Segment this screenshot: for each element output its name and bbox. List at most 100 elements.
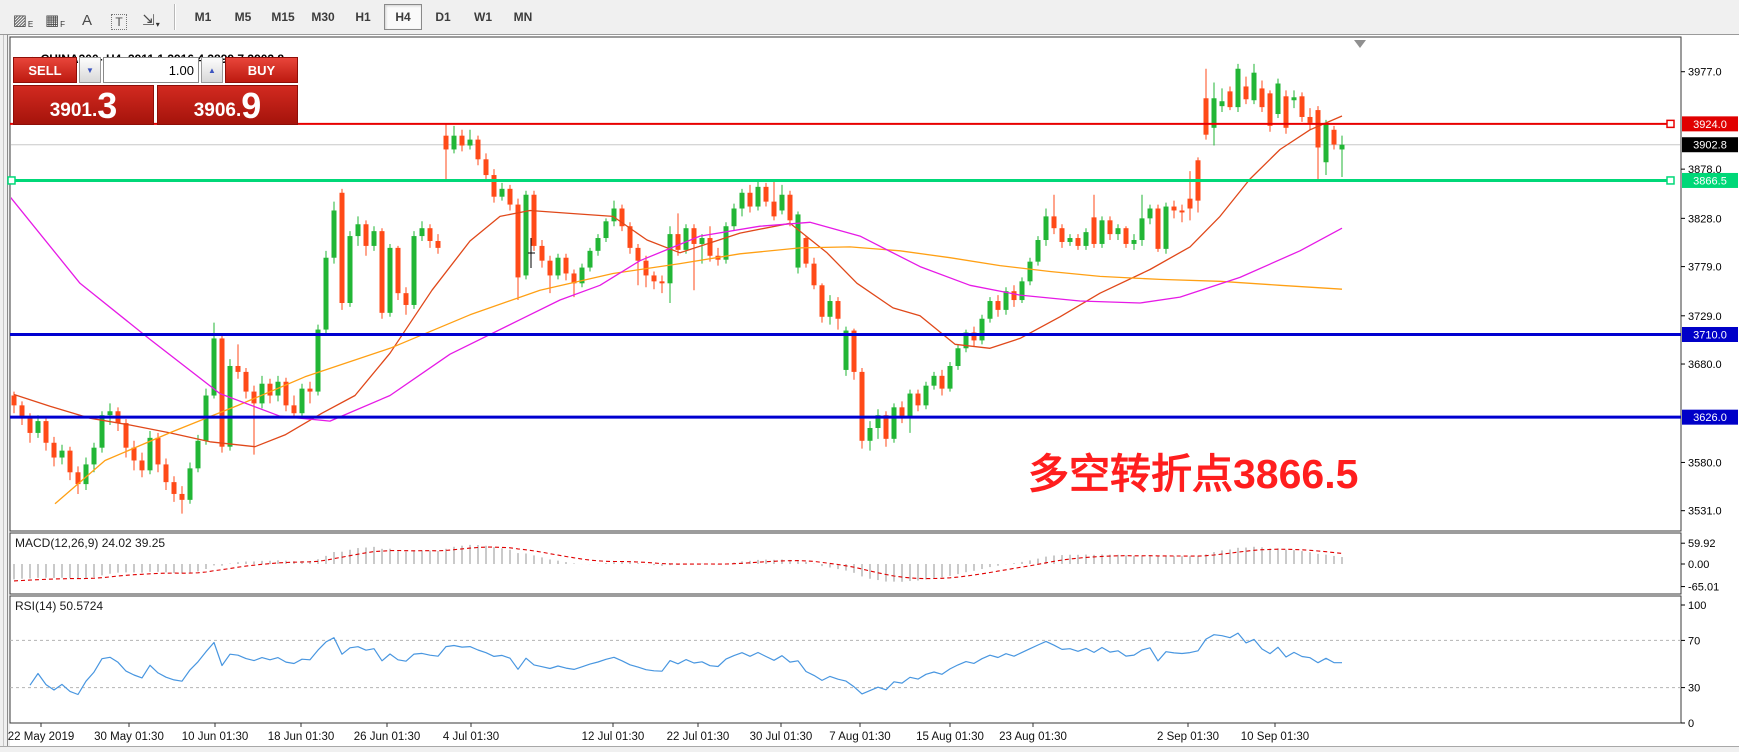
time-label: 12 Jul 01:30 [582,731,645,743]
candle-body [435,240,441,248]
candle-body [307,388,313,392]
timeframe-button-M5[interactable]: M5 [234,10,252,24]
price-flag-3626.0 [1682,409,1738,425]
candle-body [587,250,593,268]
candle-body [1315,110,1321,148]
candle-body [227,365,233,447]
candle-body [211,338,217,396]
ask-dot: . [235,100,242,121]
candle-body [1219,101,1225,107]
time-label: 22 Jul 01:30 [667,731,730,743]
cursor-tool-button[interactable]: ⇲ ▾ [142,12,160,29]
sell-button[interactable]: SELL [13,57,77,83]
rsi-line [29,632,1343,696]
candle-body [91,447,97,465]
candle-body [1099,220,1105,244]
time-axis[interactable]: 22 May 2019 30 May 01:30 10 Jun 01:30 18 Ju… [8,723,1309,743]
candle-body [443,135,449,150]
candle-body [731,208,737,227]
candle-body [1299,96,1305,117]
candle-body [403,293,409,305]
candle-body [1115,228,1121,235]
candle-body [427,228,433,241]
pattern-tool-button[interactable]: ▨ E [12,12,34,29]
ask-main-digits: 3906 [193,100,236,121]
timeframe-button-M15[interactable]: M15 [271,10,295,24]
timeframe-button-D1[interactable]: D1 [435,10,451,24]
candle-body [267,383,273,396]
candle-body [259,383,265,404]
ask-price-box[interactable]: 3906. 9 [157,85,298,125]
chart-text-annotation[interactable]: 多空转折点3866.5 [1028,451,1359,497]
candle-body [843,330,849,370]
candle-body [571,273,577,284]
candle-body [867,427,873,441]
candle-body [1179,210,1185,213]
candle-body [299,388,305,414]
candle-body [907,393,913,418]
candle-body [851,330,857,372]
timeframe-button-MN[interactable]: MN [513,10,533,24]
timeframe-button-M30[interactable]: M30 [311,10,335,24]
candle-body [11,395,17,406]
candle-body [651,275,657,282]
time-label: 15 Aug 01:30 [916,731,984,743]
buy-button[interactable]: BUY [225,57,298,83]
price-axis[interactable]: 3977.03878.03828.03779.03729.03680.03580… [1681,67,1738,730]
time-label: 7 Aug 01:30 [829,731,890,743]
candle-body [619,208,625,227]
time-label: 30 May 01:30 [94,731,164,743]
candle-body [251,391,257,404]
time-label: 26 Jun 01:30 [354,731,421,743]
price-flag-label: 3902.8 [1693,140,1727,152]
price-flag-3710.0 [1682,326,1738,342]
candle-body [363,224,369,246]
candle-body [531,194,537,246]
timeframe-button-W1[interactable]: W1 [474,10,492,24]
bid-price-box[interactable]: 3901. 3 [13,85,154,125]
candle-body [1011,291,1017,301]
candle-body [979,318,985,341]
macd-axis-label: -65.01 [1688,582,1719,594]
ma-fast-red [13,115,1343,448]
label-tool-button[interactable]: A [74,4,100,30]
chart-shift-marker-icon[interactable] [1354,40,1366,48]
candle-body [315,329,321,392]
price-tick-label: 3580.0 [1688,457,1722,469]
candle-body [995,301,1001,310]
candle-body [163,464,169,483]
candle-body [339,192,345,303]
volume-up-icon[interactable]: ▲ [201,57,223,83]
bid-big-digit: 3 [97,85,118,126]
candle-body [187,468,193,500]
timeframe-button-H1[interactable]: H1 [355,10,371,24]
candle-body [947,365,953,389]
price-flag-label: 3710.0 [1693,329,1727,341]
candle-body [1307,116,1313,123]
price-tick-label: 3779.0 [1688,262,1722,274]
candle-body [27,418,33,433]
text-tool-icon: T [111,14,127,30]
candle-body [1323,122,1329,163]
volume-dropdown-icon[interactable]: ▼ [79,57,101,83]
grid-tool-button[interactable]: ▦ F [44,12,66,29]
candle-body [419,228,425,237]
rsi-axis-label: 30 [1688,683,1700,695]
volume-input[interactable] [103,57,199,83]
timeframe-button-M1[interactable]: M1 [194,10,212,24]
candle-body [547,260,553,276]
candle-body [563,257,569,274]
text-tool-button[interactable]: T [106,4,132,30]
candle-body [723,226,729,260]
candle-body [139,460,145,471]
candle-body [123,423,129,448]
candle-body [675,234,681,250]
timeframe-button-H4[interactable]: H4 [384,4,422,30]
candle-body [1043,216,1049,241]
price-flag-3866.5 [1682,172,1738,188]
candle-body [1211,98,1217,128]
candle-body [1275,83,1281,115]
candle-body [891,407,897,439]
